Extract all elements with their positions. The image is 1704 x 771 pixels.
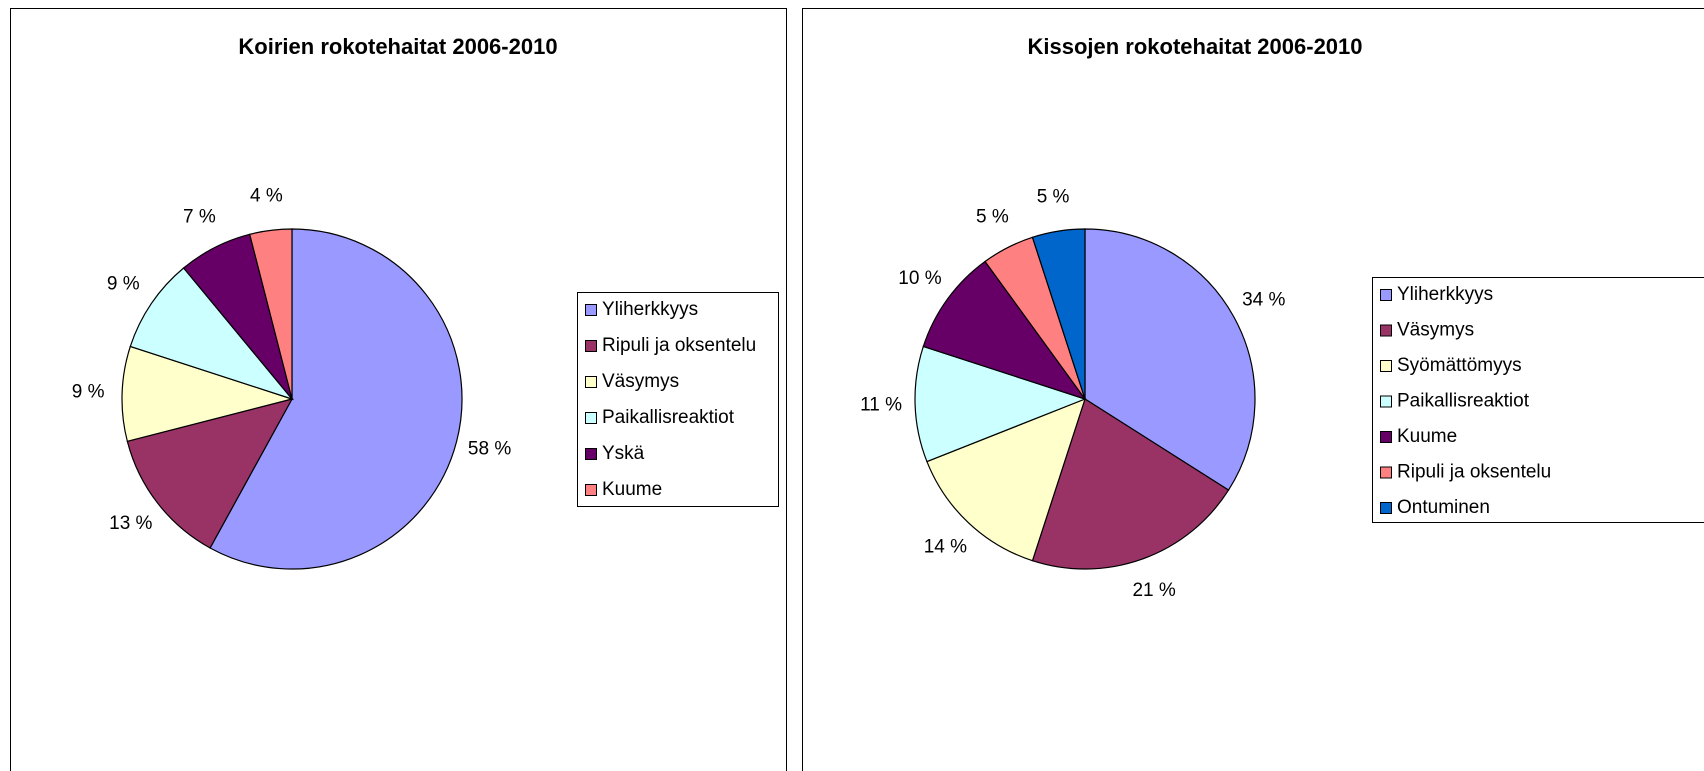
legend-swatch: [1380, 395, 1392, 408]
pie-slice: [1084, 228, 1256, 491]
legend-swatch: [1380, 289, 1392, 301]
legend-swatch: [585, 448, 597, 460]
legend-swatch: [1380, 502, 1392, 514]
data-label: 58 %: [468, 439, 511, 460]
pie-slice: [129, 267, 294, 401]
pie-slice: [126, 398, 294, 549]
data-label: 34 %: [1242, 290, 1285, 311]
legend-label: Kuume: [602, 479, 662, 500]
legend-swatch: [585, 484, 597, 496]
data-label: 9 %: [107, 273, 140, 294]
data-label: 5 %: [976, 206, 1009, 227]
data-label: 14 %: [924, 537, 967, 558]
legend-label: Yskä: [602, 443, 645, 464]
legend-label: Paikallisreaktiot: [602, 407, 735, 428]
legend-swatch: [1380, 431, 1392, 443]
legend-label: Kuume: [1397, 426, 1457, 447]
legend-swatch: [1380, 360, 1392, 372]
pie-slice: [1031, 228, 1086, 400]
data-label: 10 %: [898, 268, 941, 289]
legend-swatch: [1380, 324, 1392, 337]
pie-slice: [926, 397, 1086, 562]
legend-label: Yliherkkyys: [602, 299, 698, 320]
data-label: 5 %: [1037, 187, 1070, 208]
legend-label: Väsymys: [1397, 320, 1474, 341]
legend-label: Paikallisreaktiot: [1397, 391, 1530, 412]
data-label: 13 %: [109, 513, 152, 534]
legend-box: [1372, 277, 1704, 523]
legend-swatch: [585, 304, 597, 316]
legend-label: Syömättömyys: [1397, 355, 1522, 376]
legend-label: Ripuli ja oksentelu: [1397, 462, 1551, 483]
data-label: 9 %: [72, 382, 105, 403]
legend-swatch: [585, 376, 597, 388]
legend-label: Ontuminen: [1397, 497, 1490, 518]
legend-label: Ripuli ja oksentelu: [602, 335, 756, 356]
data-label: 7 %: [183, 206, 216, 227]
legend-swatch: [585, 340, 597, 352]
chart-title: Kissojen rokotehaitat 2006-2010: [1027, 34, 1362, 59]
pie-slice: [121, 345, 295, 443]
legend-swatch: [1380, 466, 1392, 479]
pie-slice: [922, 260, 1087, 401]
pie-slice: [209, 228, 463, 570]
data-label: 21 %: [1132, 580, 1175, 601]
data-label: 11 %: [860, 394, 902, 415]
pie-slice: [914, 345, 1087, 463]
pie-slice: [248, 228, 293, 400]
legend-swatch: [585, 412, 597, 424]
chart-title: Koirien rokotehaitat 2006-2010: [238, 34, 557, 59]
legend-label: Yliherkkyys: [1397, 284, 1493, 305]
pie-slice: [1031, 398, 1230, 570]
legend-box: [577, 292, 779, 507]
data-label: 4 %: [250, 186, 283, 207]
legend-label: Väsymys: [602, 371, 679, 392]
